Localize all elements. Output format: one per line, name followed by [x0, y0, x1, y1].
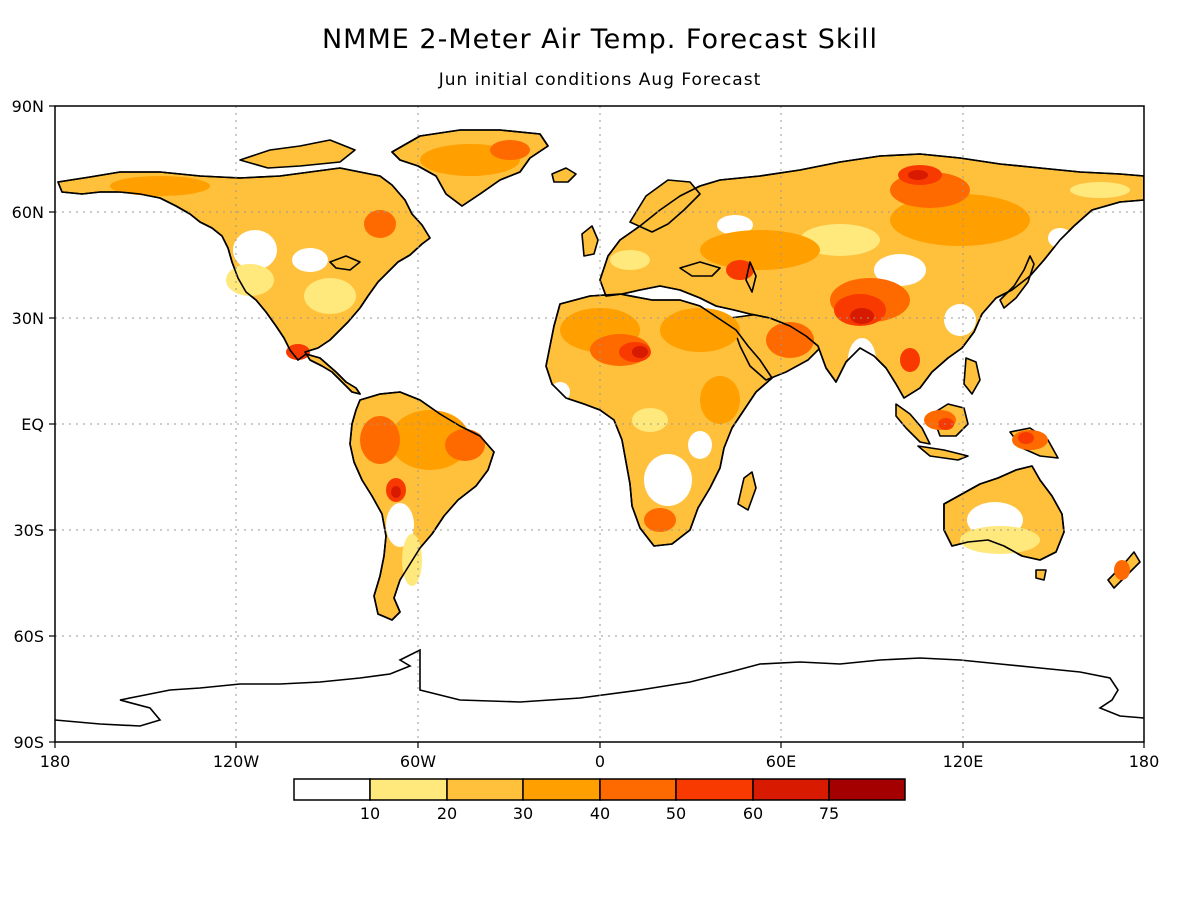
coastlines [57, 129, 1144, 621]
philippines [963, 357, 981, 395]
gridlines [55, 106, 1144, 742]
lat-label: 90N [12, 97, 44, 116]
longitude-labels: 180 120W 60W 0 60E 120E 180 [40, 752, 1160, 771]
colorbar-tick-label: 10 [360, 804, 380, 823]
lon-label: 60E [766, 752, 796, 771]
japan [999, 255, 1035, 309]
black-sea [679, 261, 721, 277]
map-title: NMME 2-Meter Air Temp. Forecast Skill [321, 24, 879, 55]
lat-label: 30N [12, 309, 44, 328]
java [917, 445, 969, 461]
tick-marks [49, 105, 1145, 748]
madagascar [737, 471, 757, 511]
colorbar-swatch [752, 778, 830, 801]
colorbar-tick-label: 40 [590, 804, 610, 823]
colorbar-swatch [828, 778, 906, 801]
skill-10-20 [226, 182, 1130, 586]
low-skill-areas [233, 215, 1072, 547]
colorbar-swatch [522, 778, 601, 801]
caspian-sea [745, 261, 757, 293]
colorbar-tick-label: 75 [819, 804, 839, 823]
colorbar-tick-label: 20 [437, 804, 457, 823]
colorbar-swatch [369, 778, 448, 801]
great-lakes [329, 255, 361, 271]
lat-label: EQ [21, 415, 44, 434]
iceland [551, 167, 577, 183]
colorbar-swatch [599, 778, 677, 801]
colorbar-tick-label: 50 [666, 804, 686, 823]
colorbar-swatch [293, 778, 371, 801]
colorbar-swatch [675, 778, 754, 801]
lon-label: 180 [1129, 752, 1160, 771]
antarctica-outline [55, 648, 1144, 727]
lat-label: 60S [13, 627, 44, 646]
colorbar-swatch [446, 778, 524, 801]
lat-label: 30S [13, 521, 44, 540]
lat-label: 90S [13, 733, 44, 752]
colorbar: 10 20 30 40 50 60 75 [293, 778, 906, 823]
arctic-islands [239, 139, 356, 169]
map-subtitle: Jun initial conditions Aug Forecast [438, 70, 762, 90]
lon-label: 60W [400, 752, 436, 771]
colorbar-tick-label: 60 [743, 804, 763, 823]
skill-patches [110, 140, 1130, 586]
latitude-labels: 90N 60N 30N EQ 30S 60S 90S [12, 97, 44, 752]
lon-label: 180 [40, 752, 71, 771]
lon-label: 0 [595, 752, 605, 771]
skill-60-75 [391, 170, 928, 498]
tasmania [1035, 569, 1047, 581]
lat-label: 60N [12, 203, 44, 222]
lon-label: 120W [213, 752, 260, 771]
skill-50-60 [286, 165, 1034, 502]
lon-label: 120E [943, 752, 984, 771]
sumatra [895, 403, 931, 445]
colorbar-tick-label: 30 [513, 804, 533, 823]
british-isles [581, 225, 599, 257]
